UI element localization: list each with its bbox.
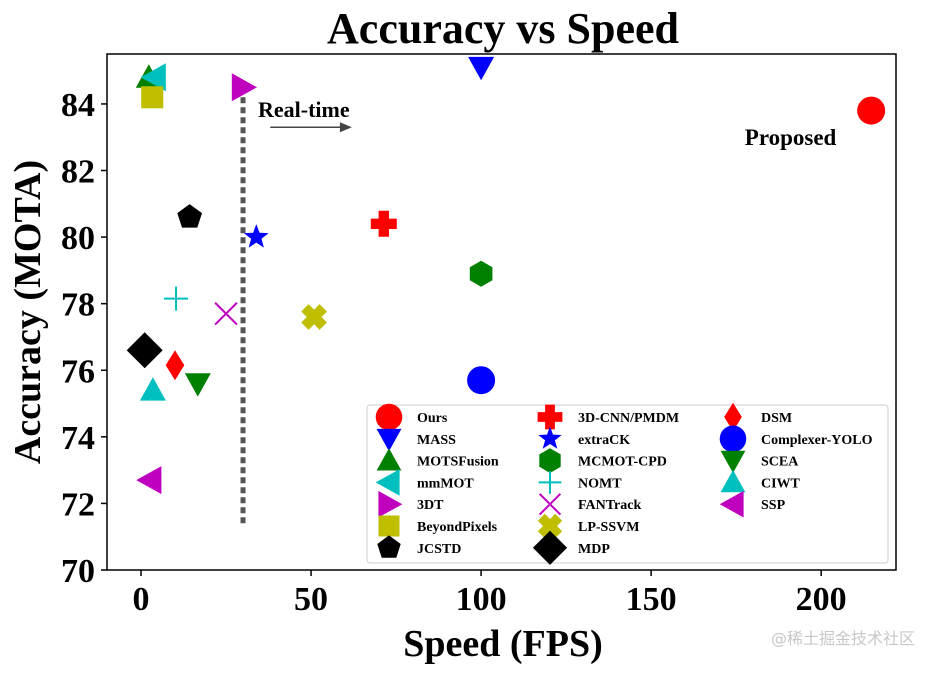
legend-label-complexer-yolo: Complexer-YOLO — [761, 433, 873, 448]
y-tick-label-76: 76 — [61, 353, 95, 390]
point-scea — [184, 373, 211, 397]
legend-marker-beyondpixels — [378, 515, 400, 537]
legend-marker-mmmot — [375, 469, 400, 496]
legend-marker-mass — [376, 428, 402, 452]
legend-marker-extrack — [538, 426, 562, 449]
point-3dt — [231, 73, 257, 102]
y-tick-label-80: 80 — [61, 220, 95, 257]
legend-label-motsfusion: MOTSFusion — [417, 455, 499, 470]
point-3d-cnn-pmdm — [370, 210, 397, 237]
point-beyondpixels — [141, 86, 164, 109]
y-tick-label-84: 84 — [61, 87, 95, 124]
y-tick-label-70: 70 — [61, 553, 95, 590]
legend-label-dsm: DSM — [761, 411, 792, 426]
point-complexer-yolo — [467, 366, 496, 395]
plot-frame — [106, 53, 897, 571]
legend-label-ciwt: CIWT — [761, 476, 801, 491]
realtime-label: Real-time — [258, 97, 350, 122]
point-mmmot — [140, 63, 166, 92]
x-axis-label: Speed (FPS) — [403, 623, 603, 665]
legend-label-ours: Ours — [417, 411, 448, 426]
legend-label-mmmot: mmMOT — [417, 476, 474, 491]
point-nomt — [164, 286, 189, 311]
legend-label-nomt: NOMT — [578, 476, 622, 491]
point-ours — [857, 96, 886, 125]
x-tick-label-50: 50 — [294, 581, 328, 618]
legend: Ours MASS MOTSFusion mmMOT 3DT BeyondPixels JC… — [366, 402, 889, 565]
x-tick-label-100: 100 — [456, 581, 507, 618]
legend-marker-3dt — [378, 490, 403, 518]
legend-marker-mcmot-cpd — [539, 448, 561, 473]
legend-marker-ssp — [719, 490, 744, 518]
legend-label-beyondpixels: BeyondPixels — [417, 520, 498, 535]
point-mcmot-cpd — [469, 260, 493, 287]
legend-box — [366, 404, 889, 564]
legend-label-mass: MASS — [417, 433, 456, 448]
point-mdp — [126, 332, 163, 369]
y-tick-label-74: 74 — [61, 420, 95, 457]
legend-marker-nomt — [538, 471, 562, 494]
axes: 0 50 100 150 200 70 72 74 76 78 80 82 84 — [61, 53, 897, 618]
realtime-annotation — [240, 87, 352, 527]
legend-marker-dsm — [724, 402, 742, 432]
point-extrack — [243, 224, 269, 248]
legend-label-lp-ssvm: LP-SSVM — [578, 520, 639, 535]
legend-marker-scea — [720, 450, 746, 473]
data-points — [126, 56, 886, 495]
legend-marker-ours — [375, 403, 403, 431]
x-tick-label-200: 200 — [796, 581, 847, 618]
legend-label-3dt: 3DT — [417, 498, 444, 513]
point-mass — [468, 56, 495, 81]
proposed-label: Proposed — [745, 125, 837, 150]
x-tick-label-0: 0 — [133, 581, 150, 618]
y-tick-label-78: 78 — [61, 287, 95, 324]
legend-label-fantrack: FANTrack — [578, 498, 641, 513]
legend-label-jcstd: JCSTD — [417, 542, 461, 557]
y-tick-label-82: 82 — [61, 154, 95, 191]
legend-marker-lp-ssvm — [537, 513, 563, 539]
y-axis-label: Accuracy (MOTA) — [7, 160, 49, 464]
legend-marker-ciwt — [720, 470, 746, 493]
point-jcstd — [177, 204, 202, 228]
point-ssp — [136, 466, 162, 495]
chart-title: Accuracy vs Speed — [327, 4, 679, 53]
legend-label-extrack: extraCK — [578, 433, 630, 448]
realtime-arrow-head — [339, 122, 352, 133]
legend-marker-motsfusion — [376, 448, 402, 471]
point-lp-ssvm — [301, 304, 327, 330]
point-dsm — [165, 350, 185, 381]
legend-marker-mdp — [532, 530, 568, 565]
legend-label-scea: SCEA — [761, 455, 799, 470]
legend-label-ssp: SSP — [761, 498, 786, 513]
watermark: @稀土掘金技术社区 — [771, 629, 915, 648]
legend-marker-3d-cnn-pmdm — [537, 404, 563, 430]
x-tick-label-150: 150 — [626, 581, 677, 618]
legend-marker-complexer-yolo — [719, 425, 747, 453]
point-ciwt — [139, 377, 166, 401]
y-tick-label-72: 72 — [61, 486, 95, 523]
point-fantrack — [214, 302, 238, 326]
legend-marker-jcstd — [377, 535, 401, 558]
legend-marker-fantrack — [538, 493, 562, 516]
legend-label-3d-cnn-pmdm: 3D-CNN/PMDM — [578, 411, 679, 426]
legend-label-mcmot-cpd: MCMOT-CPD — [578, 455, 667, 470]
legend-label-mdp: MDP — [578, 542, 610, 557]
